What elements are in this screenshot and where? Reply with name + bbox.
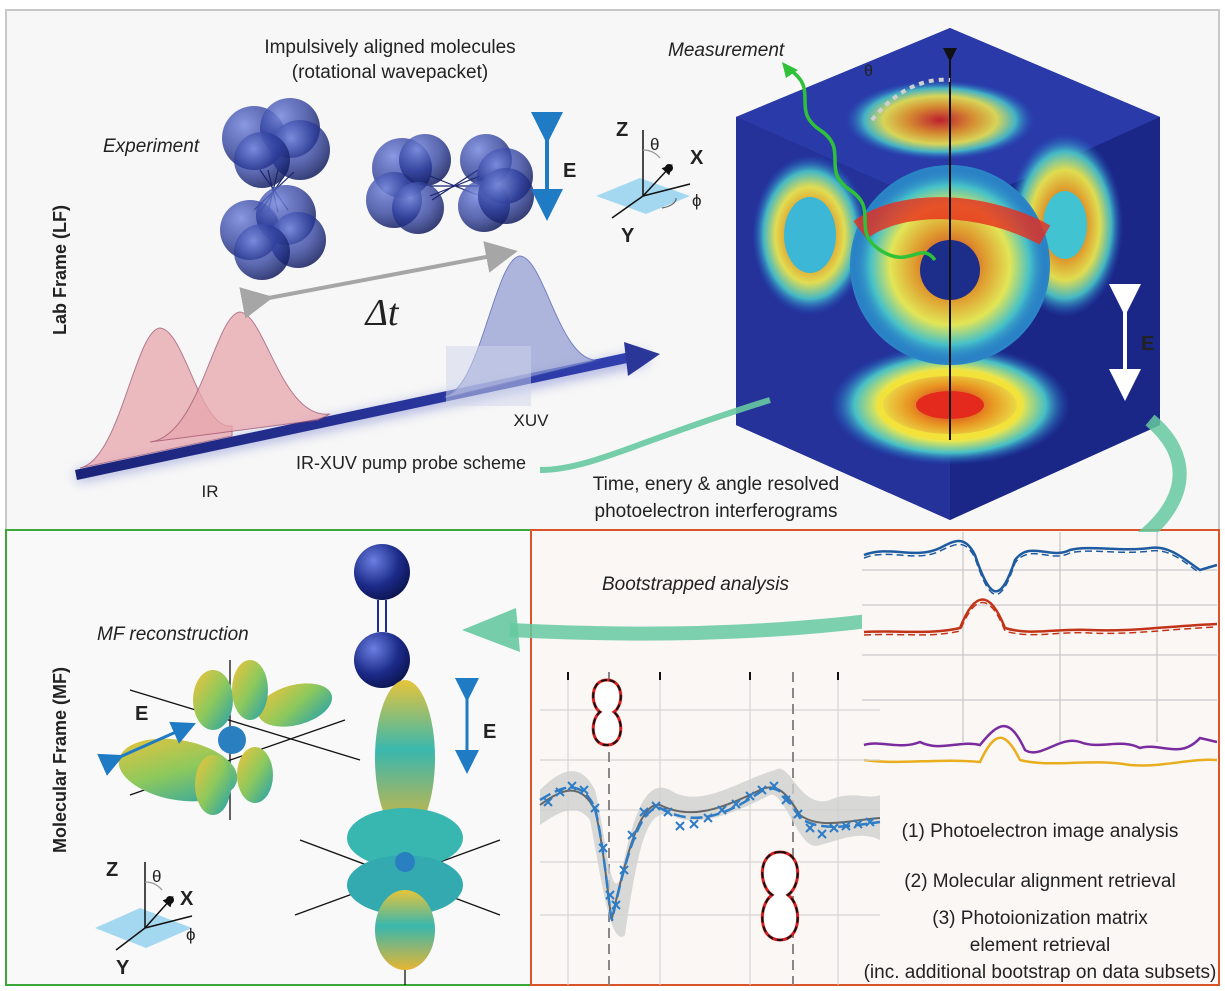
pump-probe-scheme bbox=[75, 255, 660, 482]
lf-axis-x: X bbox=[690, 147, 704, 169]
lf-axes-icon: Z X Y θ ϕ bbox=[596, 119, 704, 247]
fit-marker bbox=[853, 819, 863, 829]
fit-marker bbox=[605, 890, 615, 900]
aligned-molecule-horizontal bbox=[366, 134, 534, 234]
fit-marker bbox=[745, 791, 755, 801]
measurement-label: Measurement bbox=[668, 40, 785, 61]
fit-marker bbox=[543, 797, 553, 807]
aligned-title-line2: (rotational wavepacket) bbox=[292, 62, 488, 83]
step-2-label: (2) Molecular alignment retrieval bbox=[904, 871, 1175, 892]
lf-axis-phi: ϕ bbox=[692, 191, 702, 210]
delay-arrow bbox=[239, 241, 518, 319]
measurement-theta: θ bbox=[864, 63, 873, 80]
fit-marker bbox=[731, 799, 741, 809]
fit-marker bbox=[865, 817, 875, 827]
lf-axis-y: Y bbox=[621, 225, 635, 247]
fit-marker bbox=[703, 813, 713, 823]
fit-marker bbox=[717, 805, 727, 815]
fit-marker bbox=[829, 823, 839, 833]
step-3-label-line3: (inc. additional bootstrap on data subse… bbox=[864, 962, 1217, 983]
fit-marker bbox=[757, 785, 767, 795]
lf-field-label: E bbox=[563, 160, 576, 182]
step-1-label: (1) Photoelectron image analysis bbox=[902, 821, 1179, 842]
fit-marker bbox=[579, 785, 589, 795]
mf-reconstruction-label: MF reconstruction bbox=[97, 624, 249, 645]
mf-distribution-right bbox=[294, 680, 501, 985]
mf-left-field-arrow bbox=[97, 721, 196, 776]
mf-axis-phi: ϕ bbox=[186, 925, 196, 944]
delay-label: Δt bbox=[364, 292, 400, 334]
experiment-label: Experiment bbox=[103, 136, 200, 157]
fit-marker bbox=[651, 801, 661, 811]
fit-marker bbox=[663, 807, 673, 817]
mf-axis-y: Y bbox=[116, 957, 130, 979]
mf-axis-x: X bbox=[180, 888, 194, 910]
lab-frame-side-label: Lab Frame (LF) bbox=[50, 205, 70, 335]
flow-arrow-head bbox=[462, 608, 520, 652]
analysis-traces-top bbox=[862, 532, 1218, 742]
fit-marker bbox=[689, 819, 699, 829]
ir-label: IR bbox=[202, 482, 219, 501]
molecular-frame-side-label: Molecular Frame (MF) bbox=[50, 667, 70, 853]
mf-molecule bbox=[354, 544, 410, 688]
scheme-label: IR-XUV pump probe scheme bbox=[296, 453, 526, 473]
fit-marker bbox=[817, 829, 827, 839]
fit-marker bbox=[841, 821, 851, 831]
fit-marker bbox=[639, 807, 649, 817]
analysis-traces-mid bbox=[863, 725, 1218, 767]
interferogram-label-line2: photoelectron interferograms bbox=[595, 501, 838, 522]
fit-marker bbox=[781, 795, 791, 805]
fit-marker bbox=[590, 803, 600, 813]
lf-axis-z: Z bbox=[616, 119, 628, 141]
fit-marker bbox=[627, 830, 637, 840]
mf-axis-theta: θ bbox=[152, 867, 161, 886]
lf-axis-theta: θ bbox=[650, 135, 659, 154]
fit-marker bbox=[611, 900, 621, 910]
mf-axis-z: Z bbox=[106, 859, 118, 881]
fit-marker bbox=[793, 809, 803, 819]
measurement-cube: θ bbox=[736, 28, 1160, 520]
step-3-label-line1: (3) Photoionization matrix bbox=[932, 908, 1148, 929]
flow-arrow-upper bbox=[539, 397, 771, 473]
fit-marker bbox=[805, 823, 815, 833]
step-3-label-line2: element retrieval bbox=[970, 935, 1110, 956]
xuv-label: XUV bbox=[514, 411, 550, 430]
fit-marker bbox=[567, 781, 577, 791]
polar-inset-upper bbox=[591, 678, 623, 747]
mf-right-field-label: E bbox=[483, 721, 496, 743]
fit-marker bbox=[598, 843, 608, 853]
interferogram-label-line1: Time, enery & angle resolved bbox=[593, 474, 839, 495]
cube-field-label: E bbox=[1141, 333, 1154, 355]
fit-marker bbox=[619, 865, 629, 875]
analysis-fit-plot bbox=[539, 672, 881, 985]
mf-left-field-label: E bbox=[135, 703, 148, 725]
aligned-title-line1: Impulsively aligned molecules bbox=[264, 37, 515, 58]
fit-marker bbox=[675, 821, 685, 831]
fit-marker bbox=[555, 787, 565, 797]
fit-marker bbox=[769, 781, 779, 791]
mf-axes-icon: Z X Y θ ϕ bbox=[95, 859, 196, 979]
analysis-title: Bootstrapped analysis bbox=[602, 574, 789, 595]
